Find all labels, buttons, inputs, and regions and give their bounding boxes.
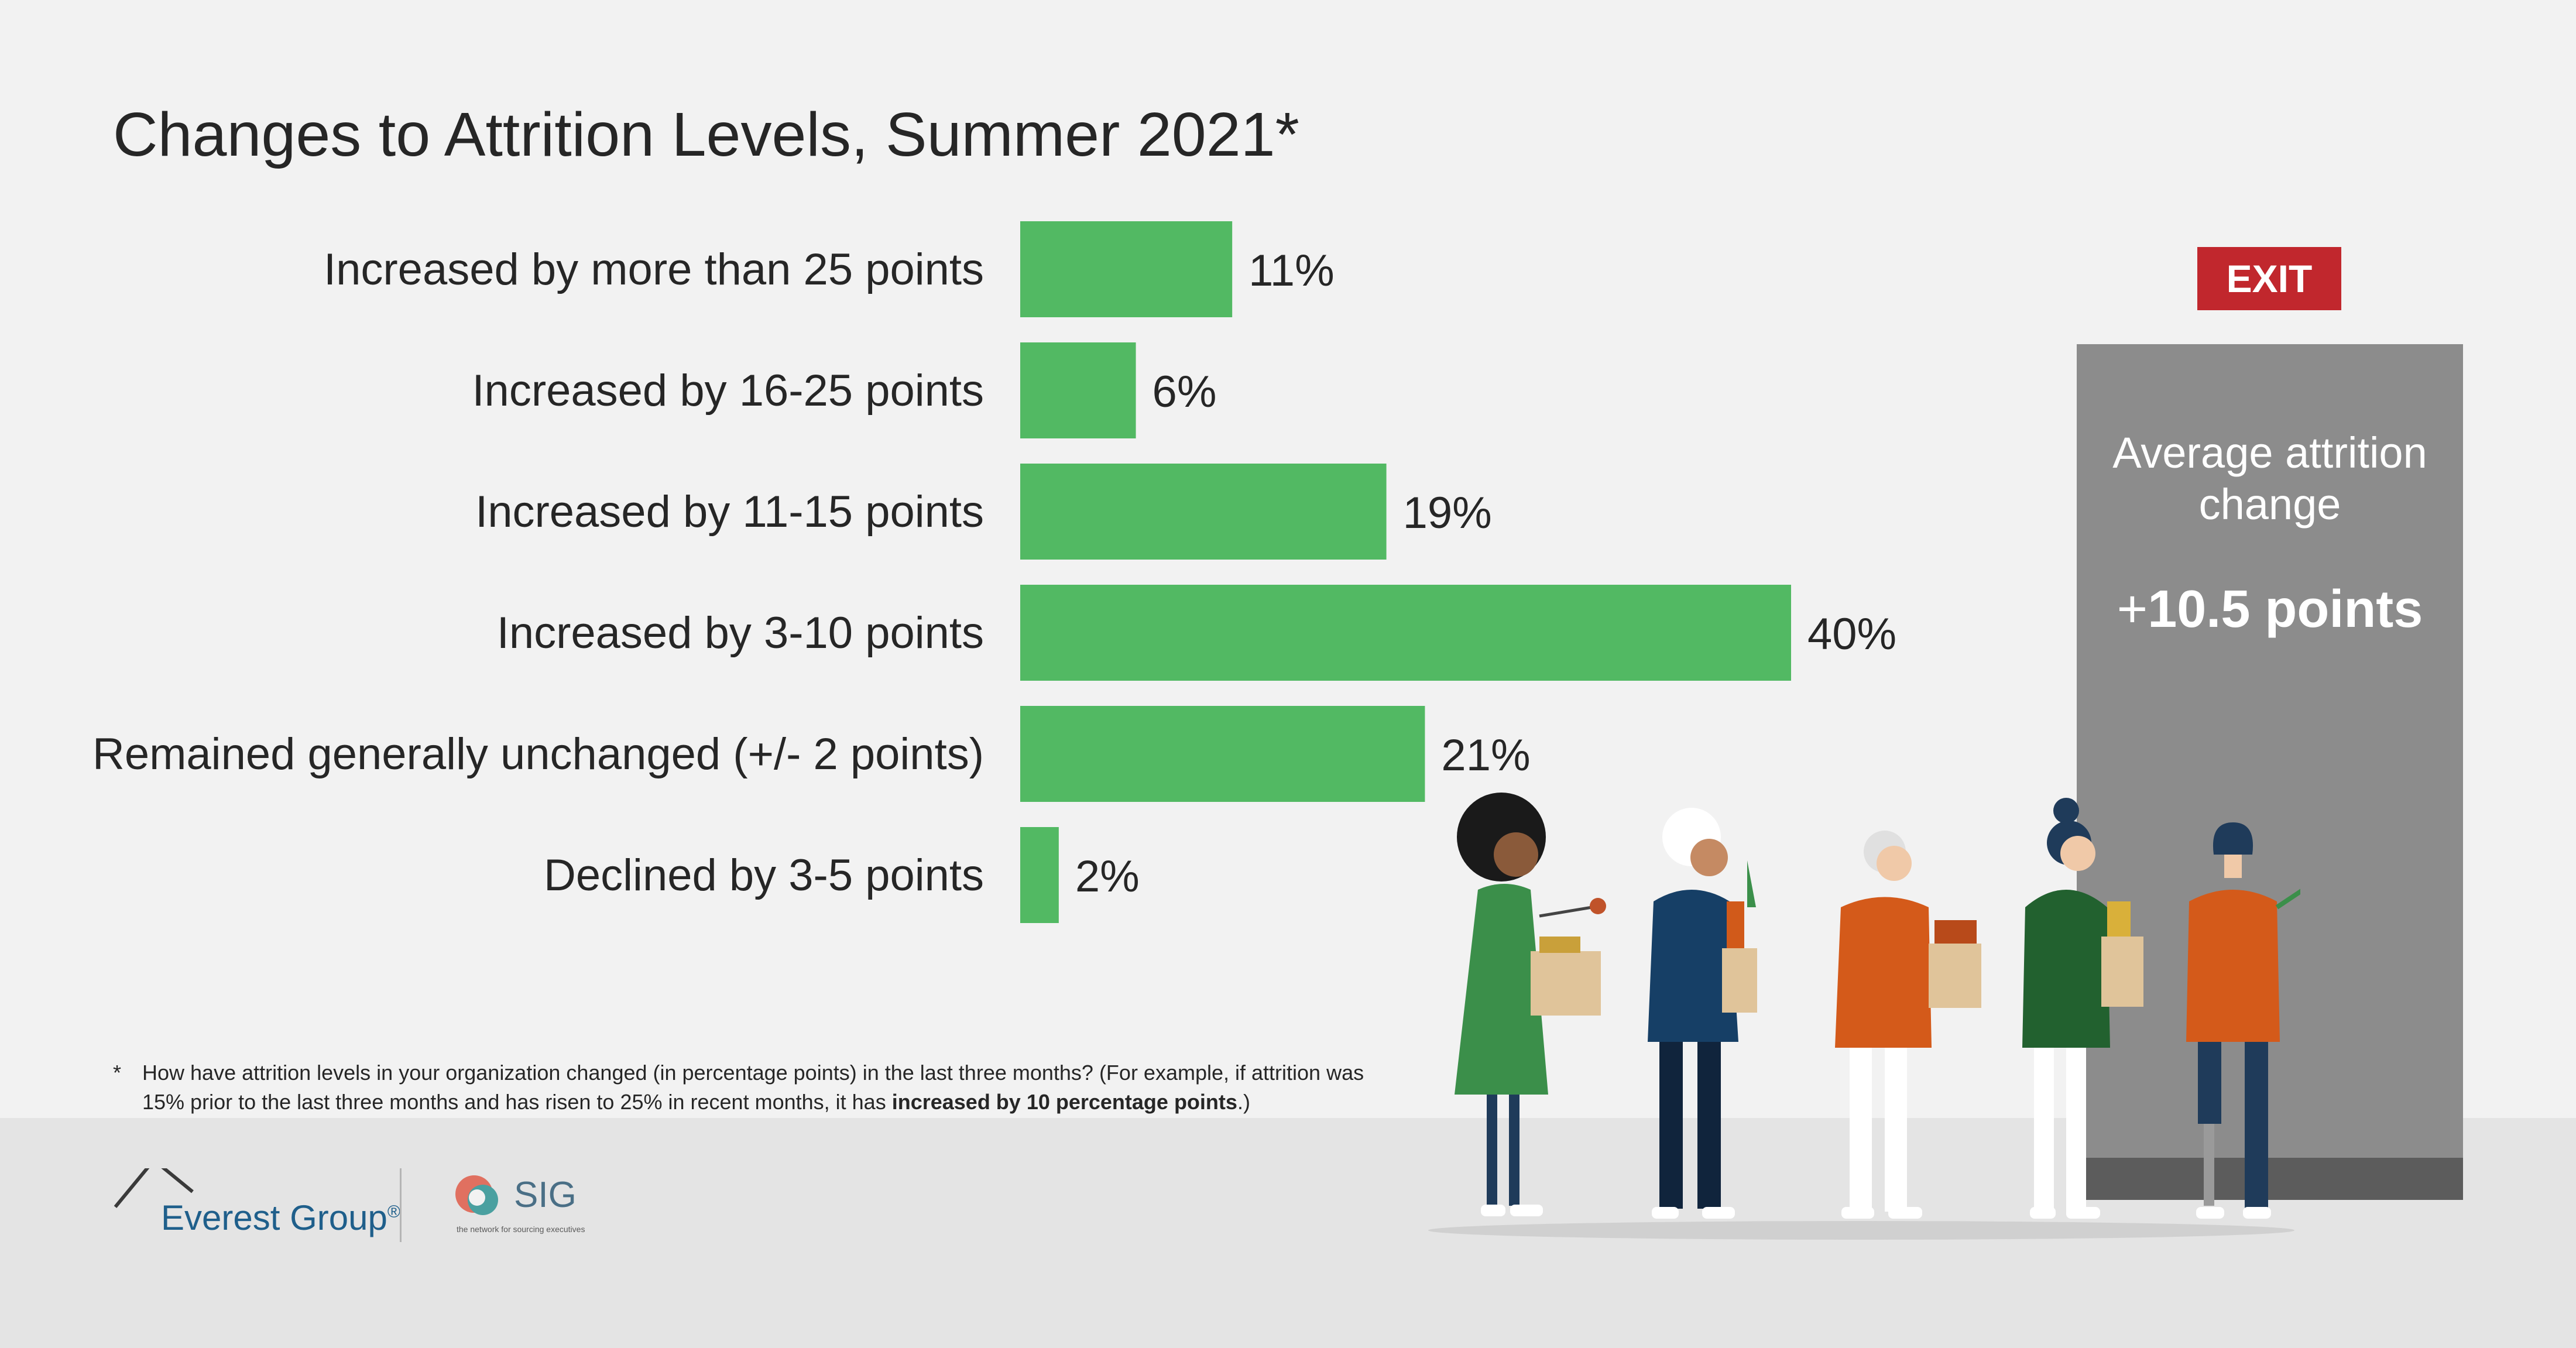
- person-4: [2022, 798, 2143, 1219]
- category-label: Increased by 11-15 points: [475, 487, 984, 537]
- value-label: 2%: [1075, 852, 1140, 901]
- door-threshold: [2077, 1158, 2463, 1200]
- footnote-emphasis: increased by 10 percentage points: [891, 1090, 1237, 1114]
- category-label: Declined by 3-5 points: [544, 850, 984, 900]
- everest-group-logo: Everest Group®: [113, 1168, 400, 1244]
- bar: [1020, 827, 1059, 923]
- value-label: 6%: [1152, 367, 1217, 417]
- person-2: [1648, 808, 1757, 1219]
- bar: [1020, 221, 1233, 317]
- category-label: Increased by 3-10 points: [497, 608, 984, 658]
- footnote-text: How have attrition levels in your organi…: [142, 1061, 1364, 1114]
- value-label: 11%: [1248, 246, 1334, 296]
- bar: [1020, 585, 1791, 681]
- logo-divider: [400, 1168, 402, 1242]
- sig-logo: SIG the network for sourcing executives: [451, 1171, 603, 1241]
- person-5: [2186, 822, 2300, 1219]
- bar: [1020, 342, 1136, 438]
- people-leaving-illustration: [1428, 793, 2300, 1240]
- everest-wordmark: Everest Group®: [161, 1198, 400, 1237]
- sig-tagline: the network for sourcing executives: [457, 1224, 585, 1234]
- exit-sign: EXIT: [2197, 247, 2341, 310]
- average-number: 10.5 points: [2148, 580, 2423, 639]
- exit-door: [2077, 344, 2463, 1200]
- bar: [1020, 464, 1387, 560]
- sig-swirl-icon: [455, 1175, 498, 1215]
- value-label: 19%: [1403, 488, 1492, 538]
- average-label: Average attrition change: [2112, 428, 2427, 529]
- person-3: [1835, 831, 1981, 1219]
- category-label: Remained generally unchanged (+/- 2 poin…: [92, 729, 984, 779]
- sig-wordmark: SIG: [514, 1175, 577, 1215]
- bar: [1020, 706, 1425, 802]
- footnote-marker: *: [113, 1061, 122, 1085]
- person-1: [1455, 793, 1606, 1216]
- ground-shadow: [1428, 1221, 2294, 1240]
- average-value: +10.5 points: [2077, 579, 2463, 640]
- footnote-end: .): [1237, 1090, 1250, 1114]
- everest-mountain-icon: [114, 1168, 194, 1208]
- category-label: Increased by more than 25 points: [324, 245, 984, 294]
- average-sign: +: [2117, 580, 2148, 639]
- chart-title: Changes to Attrition Levels, Summer 2021…: [113, 100, 1299, 169]
- bar-chart: Increased by more than 25 points 11% Incre…: [92, 221, 1896, 923]
- value-label: 40%: [1807, 609, 1896, 659]
- value-label: 21%: [1441, 730, 1530, 780]
- category-label: Increased by 16-25 points: [472, 366, 984, 416]
